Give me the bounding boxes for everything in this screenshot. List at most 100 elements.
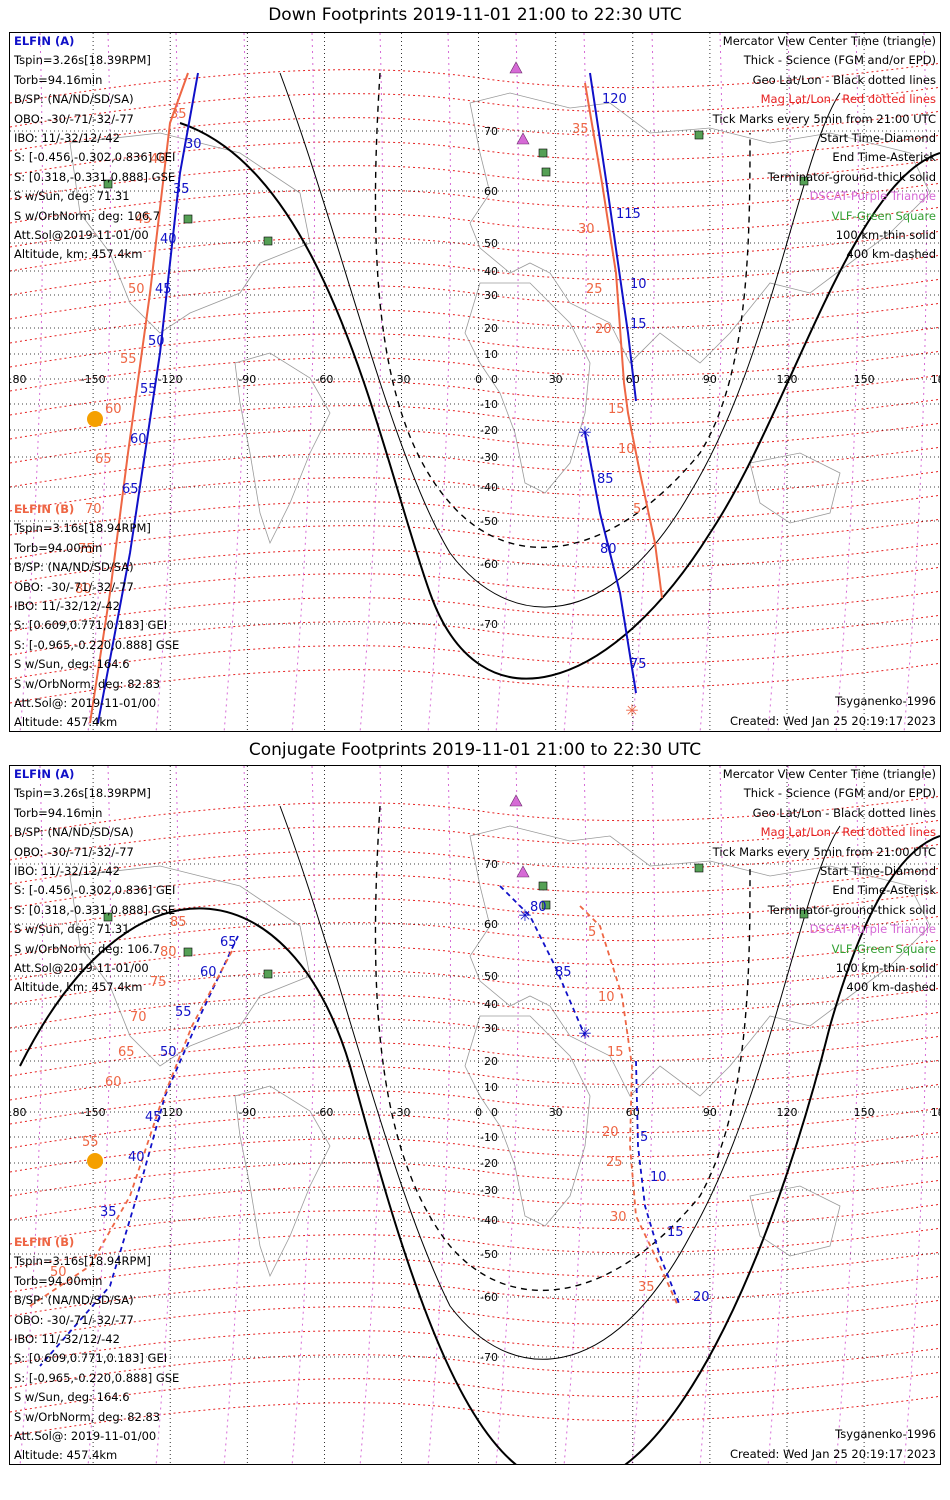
created-date: Created: Wed Jan 25 20:19:17 2023 <box>729 1446 936 1461</box>
elfin-a-line: S: [0.318,-0.331,0.888] GSE <box>14 169 176 184</box>
mag-lat-line <box>10 1251 940 1293</box>
400km-line <box>374 72 751 549</box>
track-tick-label: 60 <box>200 965 217 980</box>
lat-tick-label: -30 <box>480 1184 498 1197</box>
elfin-b-line: S w/Sun, deg: 164.6 <box>14 657 130 672</box>
lon-tick-label: 0 <box>475 373 482 386</box>
lon-tick-label: -90 <box>238 1106 256 1119</box>
track-tick-label: 40 <box>128 1150 145 1165</box>
lat-tick-label: -10 <box>480 398 498 411</box>
legend-view-center: Mercator View Center Time (triangle) <box>722 767 936 781</box>
legend-start: Start Time-Diamond <box>820 131 936 146</box>
legend-thick: Thick - Science (FGM and/or EPD) <box>743 786 936 801</box>
elfin-b-line: S: [0.609,0.771,0.183] GEI <box>14 1351 168 1366</box>
track-tick-label: 75 <box>150 975 167 990</box>
track-tick-label: 65 <box>220 935 237 950</box>
mag-lat-line <box>10 254 940 296</box>
track-tick-label: 30 <box>610 1210 627 1225</box>
elfin-a-line: Torb=94.16min <box>14 805 103 820</box>
track-tick-label: 50 <box>160 1045 177 1060</box>
mag-lat-line <box>10 867 940 909</box>
legend-start: Start Time-Diamond <box>820 864 936 879</box>
legend-ticks: Tick Marks every 5min from 21:00 UTC <box>712 111 936 126</box>
mag-lon-line <box>291 33 315 731</box>
track-tick-label: 50 <box>50 1265 67 1280</box>
elfin-b-line: OBO: -30/-71/-32/-77 <box>14 1312 134 1327</box>
mag-lat-line <box>10 278 940 320</box>
lat-tick-label: -50 <box>480 1248 498 1261</box>
mag-lat-line <box>10 1227 940 1269</box>
elfin-a-line: Tspin=3.26s[18.39RPM] <box>14 786 151 801</box>
track-tick-label: 65 <box>122 482 139 497</box>
model-name: Tsyganenko-1996 <box>835 694 936 709</box>
mag-lat-line <box>10 1059 940 1101</box>
lon-tick-label: -150 <box>81 1106 106 1119</box>
mag-lon-line <box>155 33 179 731</box>
dscat-triangle <box>509 61 523 74</box>
track-tick-label: 10 <box>630 277 647 292</box>
mag-lat-line <box>10 843 940 885</box>
legend-ticks: Tick Marks every 5min from 21:00 UTC <box>712 844 936 859</box>
elfin-a-line: B/SP: (NA/ND/SD/SA) <box>14 825 134 840</box>
elfin-a-track <box>589 72 637 402</box>
vlf-square <box>103 179 113 189</box>
elfin-b-line: IBO: 11/-32/12/-42 <box>14 1332 120 1347</box>
vlf-square <box>263 236 273 246</box>
lat-tick-label: -20 <box>480 1157 498 1170</box>
end-asterisk: ✳ <box>578 423 591 442</box>
track-tick-label: 60 <box>130 432 147 447</box>
lat-tick-label: 10 <box>484 348 498 361</box>
track-tick-label: 85 <box>555 965 572 980</box>
mag-lon-line <box>427 33 451 731</box>
lon-tick-label: -60 <box>315 373 333 386</box>
track-tick-label: 15 <box>667 1225 684 1240</box>
mag-lon-line <box>699 33 723 731</box>
mag-lon-line <box>495 766 519 1464</box>
legend-vlf: VLF-Green Square <box>831 941 936 956</box>
track-tick-label: 25 <box>606 1155 623 1170</box>
mag-lat-line <box>10 518 940 560</box>
elfin-a-line: S w/Sun, deg: 71.31 <box>14 922 130 937</box>
track-tick-label: 45 <box>145 1110 162 1125</box>
track-tick-label: 35 <box>173 182 190 197</box>
elfin-a-line: B/SP: (NA/ND/SD/SA) <box>14 92 134 107</box>
lat-tick-label: -60 <box>480 1291 498 1304</box>
track-tick-label: 55 <box>120 352 137 367</box>
sun-icon <box>87 1153 103 1169</box>
legend-400km: 400 km-dashed <box>846 247 936 262</box>
elfin-b-line: B/SP: (NA/ND/SD/SA) <box>14 1293 134 1308</box>
lat-tick-label: -40 <box>480 481 498 494</box>
track-tick-label: 50 <box>148 334 165 349</box>
elfin-a-title: ELFIN (A) <box>14 34 75 48</box>
footer-block: Tsyganenko-1996 Created: Wed Jan 25 20:1… <box>730 1425 936 1464</box>
mag-lon-line <box>223 766 247 1464</box>
mag-lat-line <box>10 614 940 656</box>
lat-tick-label: 70 <box>484 858 498 871</box>
elfin-a-line: Torb=94.16min <box>14 72 103 87</box>
mag-lon-line <box>631 33 655 731</box>
lon-tick-label: -150 <box>81 373 106 386</box>
down-footprints-title: Down Footprints 2019-11-01 21:00 to 22:3… <box>268 5 682 25</box>
track-tick-label: 15 <box>607 1045 624 1060</box>
track-tick-label: 40 <box>160 232 177 247</box>
mag-lat-line <box>10 494 940 536</box>
lat-tick-label: 20 <box>484 322 498 335</box>
track-tick-label: 20 <box>693 1290 710 1305</box>
lon-tick-label: -120 <box>158 373 183 386</box>
lat-tick-label: -20 <box>480 424 498 437</box>
elfin-a-track <box>97 72 199 724</box>
lon-tick-label: 120 <box>777 373 798 386</box>
track-tick-label: 80 <box>75 582 92 597</box>
elfin-b-line: S: [-0.965,-0.220,0.888] GSE <box>14 1370 180 1385</box>
elfin-b-line: OBO: -30/-71/-32/-77 <box>14 579 134 594</box>
end-asterisk: ✳ <box>578 1024 591 1043</box>
100km-line <box>279 805 841 1360</box>
mag-lat-line <box>10 542 940 584</box>
lon-tick-label: 180 <box>931 373 941 386</box>
track-tick-label: 20 <box>602 1125 619 1140</box>
mag-lon-line <box>631 766 655 1464</box>
legend-end: End Time-Asterisk <box>832 150 936 165</box>
lat-tick-label: 50 <box>484 970 498 983</box>
track-tick-label: 75 <box>630 657 647 672</box>
lat-tick-label: -60 <box>480 558 498 571</box>
